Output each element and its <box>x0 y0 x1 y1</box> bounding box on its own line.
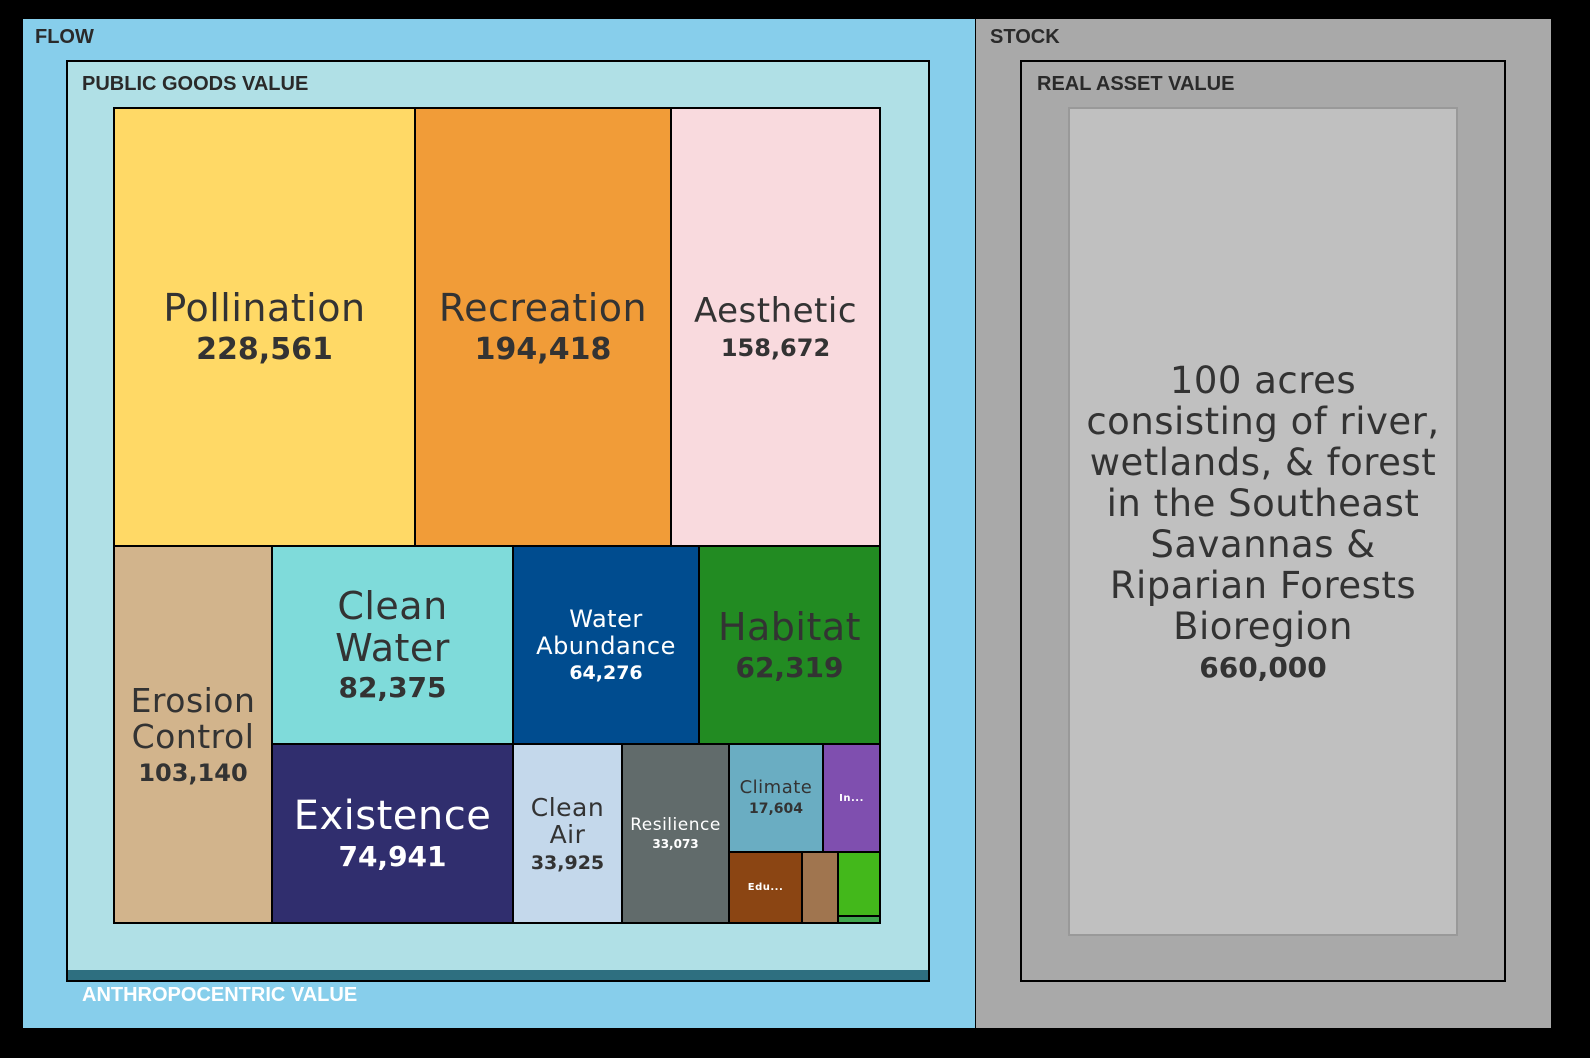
stock-label: STOCK <box>990 26 1060 48</box>
tile-value: 228,561 <box>196 332 333 368</box>
treemap-tile-clean-water: Clean Water 82,375 <box>271 545 514 745</box>
treemap-tile-climate: Climate 17,604 <box>728 743 824 853</box>
tile-label: Water Abundance <box>536 605 676 660</box>
treemap-tile-habitat: Habitat 62,319 <box>698 545 881 745</box>
treemap-tile-in: In... <box>822 743 881 853</box>
treemap-tile-water-abundance: Water Abundance 64,276 <box>512 545 700 745</box>
treemap-tile-unlabeled-15 <box>837 915 881 924</box>
anthropocentric-bar <box>66 970 930 982</box>
tile-value: 33,925 <box>530 851 605 874</box>
stock-tile-real-asset: 100 acres consisting of river, wetlands,… <box>1068 107 1458 936</box>
stock-tile-value: 660,000 <box>1199 650 1327 684</box>
treemap-tile-erosion-control: Erosion Control 103,140 <box>113 545 273 924</box>
tile-label: Edu... <box>747 882 784 893</box>
tile-value: 17,604 <box>748 801 804 818</box>
tile-value: 64,276 <box>569 661 643 684</box>
treemap-tile-pollination: Pollination 228,561 <box>113 107 416 547</box>
treemap-tile-aesthetic: Aesthetic 158,672 <box>670 107 881 547</box>
tile-value: 158,672 <box>720 333 831 362</box>
treemap-tile-edu: Edu... <box>728 851 803 924</box>
tile-value: 103,140 <box>138 758 248 787</box>
tile-value: 33,073 <box>652 837 699 852</box>
tile-value: 62,319 <box>735 650 844 684</box>
stock-tile-label: 100 acres consisting of river, wetlands,… <box>1086 358 1440 648</box>
flow-label: FLOW <box>35 26 94 48</box>
tile-label: Aesthetic <box>693 291 858 332</box>
tile-label: Erosion Control <box>130 681 256 757</box>
tile-label: Resilience <box>630 814 721 835</box>
treemap-tile-recreation: Recreation 194,418 <box>414 107 672 547</box>
treemap-tile-resilience: Resilience 33,073 <box>621 743 730 924</box>
treemap-tile-clean-air: Clean Air 33,925 <box>512 743 623 924</box>
tile-label: Climate <box>739 777 813 799</box>
treemap-tile-unlabeled-14 <box>837 851 881 917</box>
tile-label: Habitat <box>717 604 862 649</box>
public-goods-label: PUBLIC GOODS VALUE <box>82 73 309 95</box>
tile-label: Existence <box>293 793 492 840</box>
tile-label: Recreation <box>438 285 648 330</box>
treemap-tile-unlabeled-13 <box>801 851 839 924</box>
tile-label: Clean Water <box>335 583 450 670</box>
tile-value: 74,941 <box>338 840 447 874</box>
tile-label: Clean Air <box>530 792 605 850</box>
anthropocentric-label: ANTHROPOCENTRIC VALUE <box>82 984 358 1006</box>
tile-value: 194,418 <box>474 332 612 368</box>
tile-label: In... <box>839 792 864 804</box>
tile-label: Pollination <box>163 285 366 330</box>
tile-value: 82,375 <box>338 671 447 705</box>
treemap-tile-existence: Existence 74,941 <box>271 743 514 924</box>
real-asset-label: REAL ASSET VALUE <box>1037 73 1235 95</box>
